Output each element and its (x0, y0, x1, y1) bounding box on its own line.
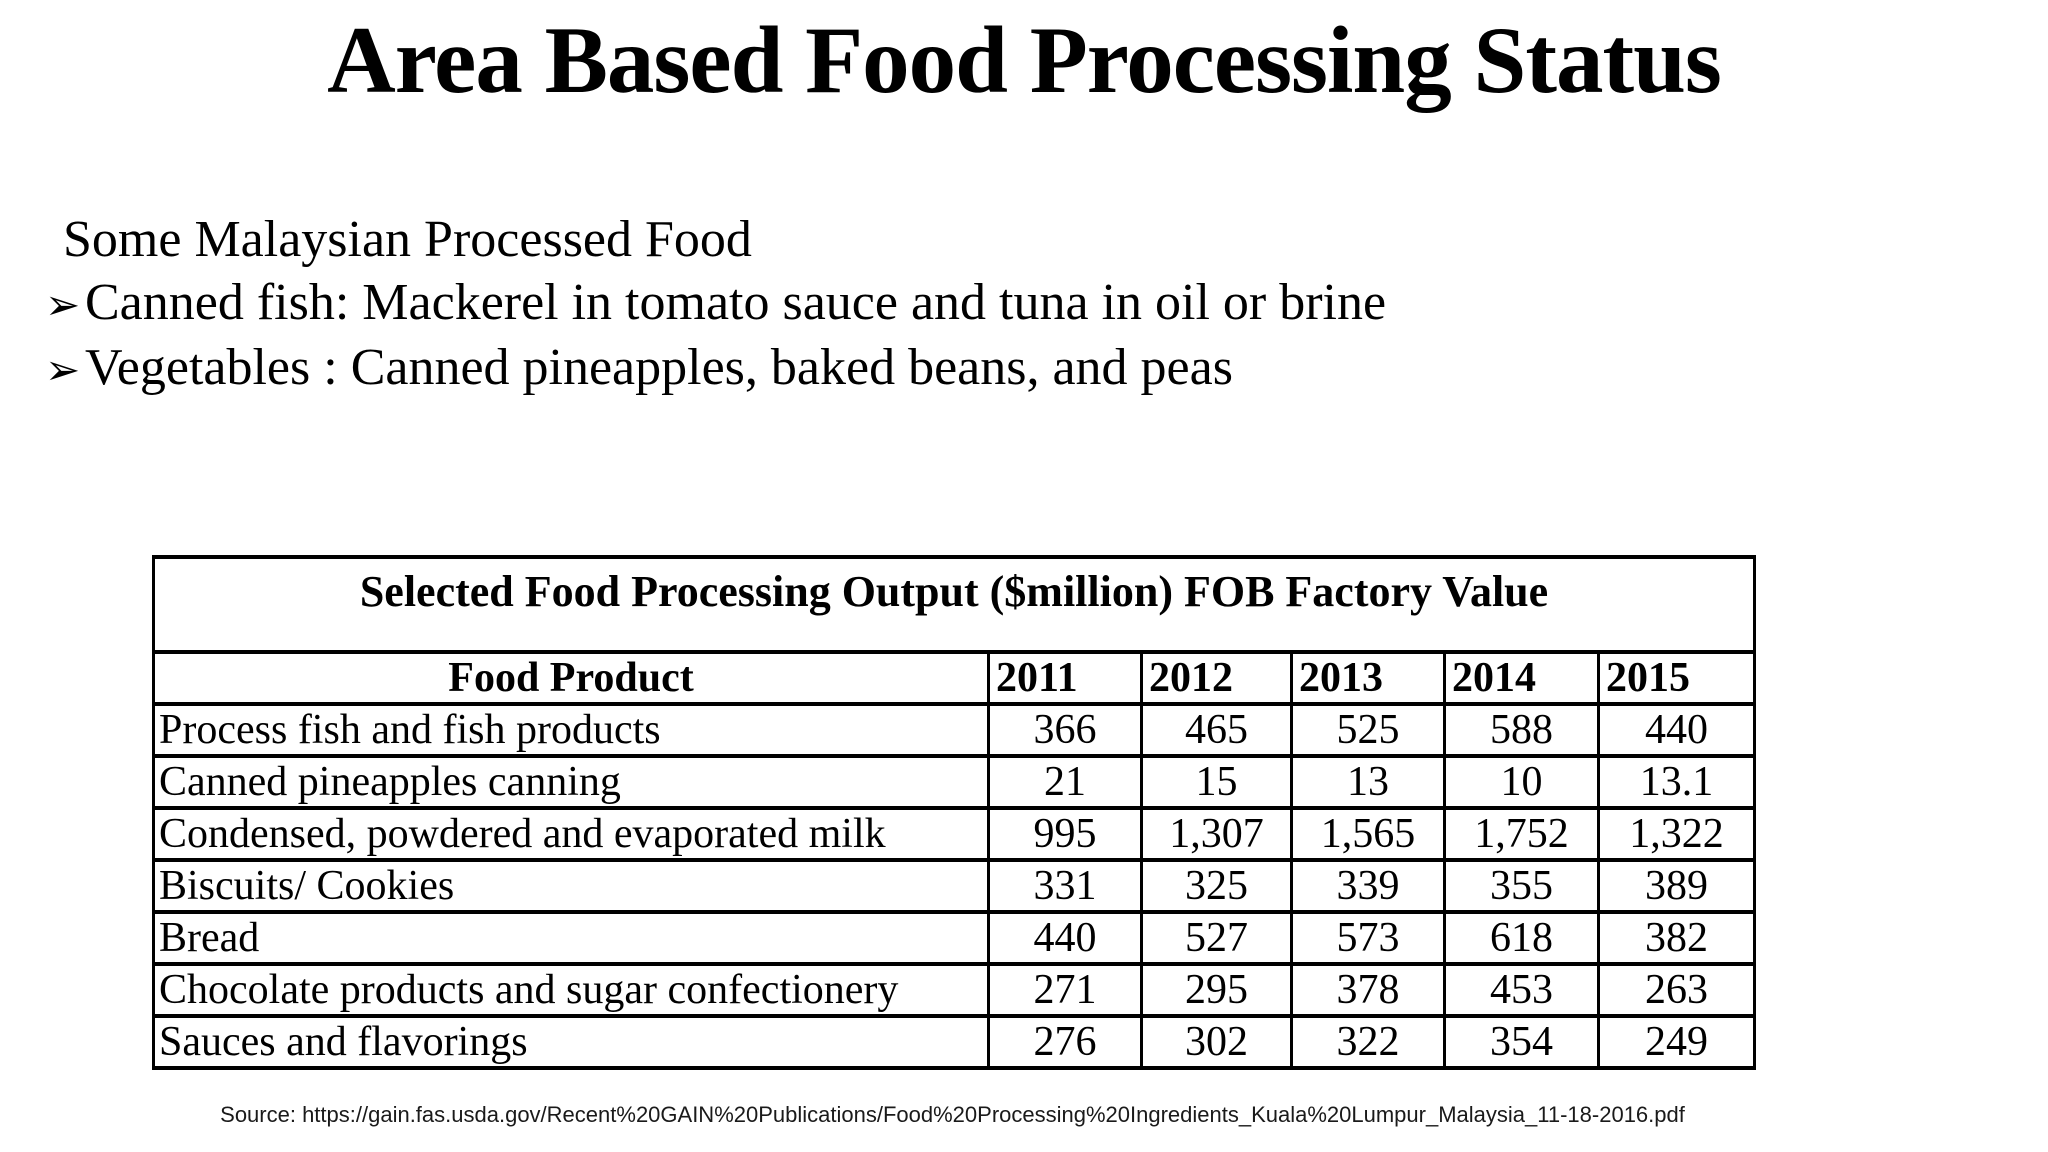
value-cell: 1,307 (1140, 806, 1293, 862)
arrow-bullet-icon: ➢ (45, 345, 81, 394)
product-cell: Condensed, powdered and evaporated milk (152, 806, 990, 862)
value-cell: 271 (987, 962, 1143, 1018)
product-cell: Canned pineapples canning (152, 754, 990, 810)
table-row: Process fish and fish products 366 465 5… (152, 702, 1756, 758)
arrow-bullet-icon: ➢ (45, 280, 81, 329)
value-cell: 465 (1140, 702, 1293, 758)
value-cell: 527 (1140, 910, 1293, 966)
value-cell: 382 (1597, 910, 1756, 966)
value-cell: 354 (1443, 1014, 1600, 1070)
table-row: Biscuits/ Cookies 331 325 339 355 389 (152, 858, 1756, 914)
value-cell: 325 (1140, 858, 1293, 914)
value-cell: 366 (987, 702, 1143, 758)
value-cell: 378 (1290, 962, 1446, 1018)
output-table: Selected Food Processing Output ($millio… (152, 555, 1756, 1070)
column-header-year-2012: 2012 (1140, 650, 1293, 706)
table-title: Selected Food Processing Output ($millio… (152, 555, 1756, 654)
product-cell: Sauces and flavorings (152, 1014, 990, 1070)
value-cell: 13 (1290, 754, 1446, 810)
bullet-text: Canned fish: Mackerel in tomato sauce an… (85, 274, 1387, 331)
value-cell: 588 (1443, 702, 1600, 758)
value-cell: 355 (1443, 858, 1600, 914)
value-cell: 389 (1597, 858, 1756, 914)
product-cell: Process fish and fish products (152, 702, 990, 758)
product-cell: Chocolate products and sugar confectione… (152, 962, 990, 1018)
value-cell: 1,322 (1597, 806, 1756, 862)
intro-text: Some Malaysian Processed Food (63, 211, 752, 268)
bullet-item: ➢ Vegetables : Canned pineapples, baked … (45, 336, 1386, 401)
value-cell: 995 (987, 806, 1143, 862)
value-cell: 573 (1290, 910, 1446, 966)
bullet-text: Vegetables : Canned pineapples, baked be… (85, 339, 1233, 396)
value-cell: 618 (1443, 910, 1600, 966)
value-cell: 15 (1140, 754, 1293, 810)
bullet-item: ➢ Canned fish: Mackerel in tomato sauce … (45, 271, 1386, 336)
value-cell: 1,752 (1443, 806, 1600, 862)
value-cell: 10 (1443, 754, 1600, 810)
product-cell: Bread (152, 910, 990, 966)
value-cell: 249 (1597, 1014, 1756, 1070)
value-cell: 302 (1140, 1014, 1293, 1070)
column-header-food-product: Food Product (152, 650, 990, 706)
value-cell: 276 (987, 1014, 1143, 1070)
product-cell: Biscuits/ Cookies (152, 858, 990, 914)
intro-block: Some Malaysian Processed Food ➢ Canned f… (45, 208, 1386, 401)
value-cell: 440 (987, 910, 1143, 966)
value-cell: 13.1 (1597, 754, 1756, 810)
value-cell: 440 (1597, 702, 1756, 758)
table-title-row: Selected Food Processing Output ($millio… (152, 555, 1756, 654)
column-header-year-2014: 2014 (1443, 650, 1600, 706)
page-title: Area Based Food Processing Status (327, 7, 1722, 113)
table-row: Bread 440 527 573 618 382 (152, 910, 1756, 966)
column-header-year-2011: 2011 (987, 650, 1143, 706)
column-header-year-2015: 2015 (1597, 650, 1756, 706)
value-cell: 453 (1443, 962, 1600, 1018)
value-cell: 322 (1290, 1014, 1446, 1070)
value-cell: 1,565 (1290, 806, 1446, 862)
column-header-year-2013: 2013 (1290, 650, 1446, 706)
value-cell: 339 (1290, 858, 1446, 914)
value-cell: 525 (1290, 702, 1446, 758)
value-cell: 21 (987, 754, 1143, 810)
source-note: Source: https://gain.fas.usda.gov/Recent… (220, 1102, 1685, 1127)
table-row: Sauces and flavorings 276 302 322 354 24… (152, 1014, 1756, 1070)
value-cell: 331 (987, 858, 1143, 914)
table-row: Canned pineapples canning 21 15 13 10 13… (152, 754, 1756, 810)
value-cell: 295 (1140, 962, 1293, 1018)
table-row: Chocolate products and sugar confectione… (152, 962, 1756, 1018)
value-cell: 263 (1597, 962, 1756, 1018)
table-header-row: Food Product 2011 2012 2013 2014 2015 (152, 650, 1756, 706)
table-row: Condensed, powdered and evaporated milk … (152, 806, 1756, 862)
